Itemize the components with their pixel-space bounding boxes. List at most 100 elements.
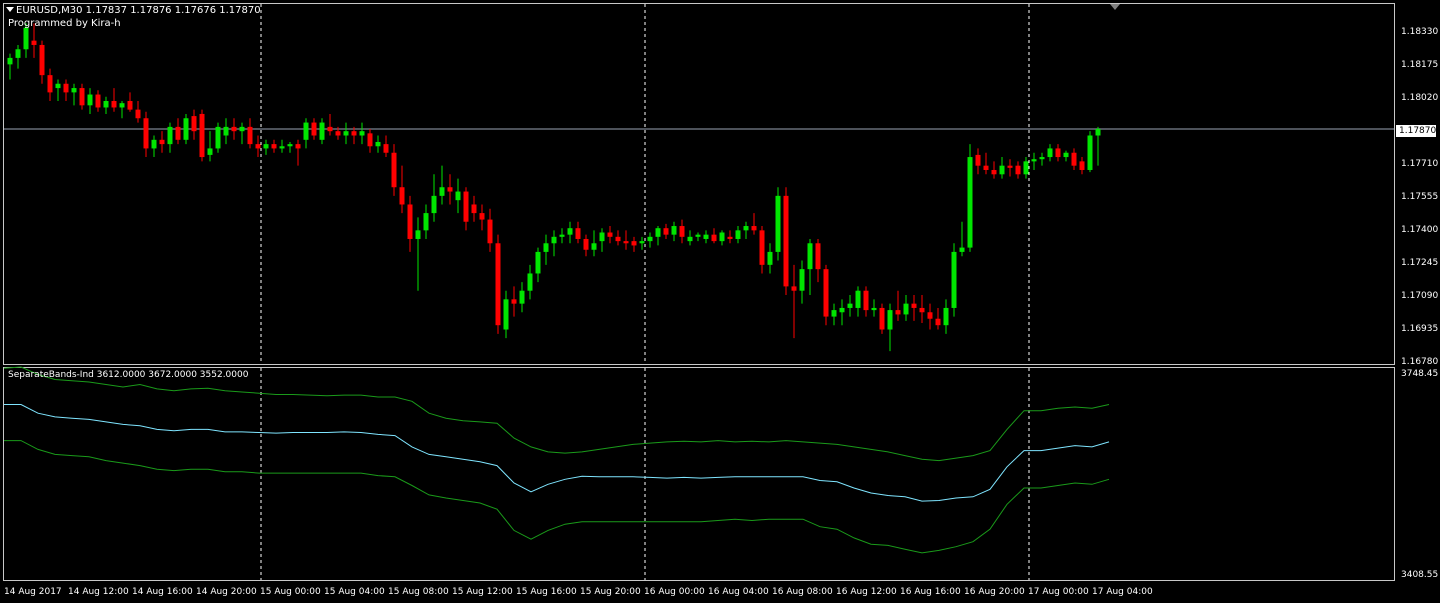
- time-label: 14 Aug 2017: [4, 587, 62, 597]
- bull-candle: [303, 122, 309, 140]
- bull-candle: [799, 269, 805, 291]
- bull-candle: [415, 230, 421, 239]
- bear-candle: [631, 241, 637, 246]
- time-label: 14 Aug 16:00: [132, 587, 193, 597]
- bear-candle: [1055, 148, 1061, 158]
- time-label: 16 Aug 04:00: [708, 587, 769, 597]
- indicator-min-label: 3408.55: [1401, 570, 1439, 580]
- bull-candle: [639, 241, 645, 244]
- time-label: 17 Aug 00:00: [1028, 587, 1089, 597]
- bear-candle: [791, 286, 797, 291]
- bull-candle: [1087, 135, 1093, 170]
- time-label: 16 Aug 20:00: [964, 587, 1025, 597]
- bear-candle: [1007, 165, 1013, 168]
- price-label: 1.18020: [1401, 93, 1439, 103]
- bull-candle: [151, 139, 157, 149]
- bull-candle: [1095, 129, 1101, 136]
- bull-candle: [55, 83, 61, 89]
- time-label: 16 Aug 16:00: [900, 587, 961, 597]
- bull-candle: [319, 122, 325, 140]
- bear-candle: [399, 187, 405, 205]
- bull-candle: [343, 131, 349, 136]
- time-label: 16 Aug 08:00: [772, 587, 833, 597]
- time-label: 15 Aug 20:00: [580, 587, 641, 597]
- bull-candle: [951, 251, 957, 308]
- bull-candle: [15, 49, 21, 58]
- bear-candle: [39, 44, 45, 76]
- bear-candle: [751, 226, 757, 231]
- bear-candle: [863, 290, 869, 311]
- bear-candle: [383, 144, 389, 153]
- bear-candle: [511, 299, 517, 304]
- bull-candle: [735, 230, 741, 239]
- bull-candle: [559, 234, 565, 237]
- price-label: 1.17245: [1401, 258, 1439, 268]
- bull-candle: [535, 251, 541, 274]
- bear-candle: [391, 152, 397, 188]
- bull-candle: [455, 191, 461, 201]
- bear-candle: [759, 230, 765, 265]
- bear-candle: [679, 226, 685, 237]
- time-label: 15 Aug 04:00: [324, 587, 385, 597]
- bear-candle: [711, 234, 717, 242]
- credit-text: Programmed by Kira-h: [8, 18, 121, 29]
- time-label: 16 Aug 00:00: [644, 587, 705, 597]
- bull-candle: [519, 290, 525, 304]
- bear-candle: [407, 204, 413, 239]
- bear-candle: [479, 213, 485, 220]
- bear-candle: [199, 113, 205, 158]
- time-label: 15 Aug 16:00: [516, 587, 577, 597]
- bear-candle: [191, 116, 197, 132]
- bull-candle: [695, 234, 701, 237]
- bull-candle: [591, 243, 597, 250]
- price-label: 1.17090: [1401, 291, 1439, 301]
- time-label: 15 Aug 12:00: [452, 587, 513, 597]
- bear-candle: [783, 195, 789, 287]
- bear-candle: [367, 133, 373, 147]
- chart-shift-marker-icon[interactable]: [1110, 4, 1120, 10]
- bear-candle: [663, 228, 669, 235]
- bear-candle: [919, 307, 925, 313]
- bull-candle: [1031, 159, 1037, 162]
- bear-candle: [335, 131, 341, 136]
- bear-candle: [95, 94, 101, 108]
- bull-candle: [87, 94, 93, 106]
- bull-candle: [671, 226, 677, 235]
- bear-candle: [311, 122, 317, 136]
- lower-band-line: [4, 440, 1110, 554]
- chart-menu-arrow-icon[interactable]: [6, 7, 14, 12]
- price-label: 1.16935: [1401, 324, 1439, 334]
- bull-candle: [871, 307, 877, 311]
- price-label: 1.17555: [1401, 192, 1439, 202]
- price-chart-pane[interactable]: [3, 3, 1395, 365]
- price-label: 1.16780: [1401, 357, 1439, 367]
- bull-candle: [423, 213, 429, 231]
- bear-candle: [935, 318, 941, 326]
- bear-candle: [463, 191, 469, 222]
- bull-candle: [1047, 148, 1053, 158]
- bear-candle: [127, 101, 133, 110]
- bear-candle: [983, 165, 989, 170]
- bear-candle: [583, 238, 589, 250]
- bear-candle: [247, 126, 253, 145]
- bear-candle: [111, 101, 117, 108]
- bull-candle: [551, 236, 557, 244]
- bear-candle: [911, 303, 917, 308]
- bear-candle: [143, 118, 149, 149]
- indicator-pane[interactable]: [3, 367, 1395, 581]
- bull-candle: [703, 234, 709, 239]
- price-label: 1.18175: [1401, 60, 1439, 70]
- bull-candle: [775, 195, 781, 252]
- bull-candle: [503, 299, 509, 330]
- bull-candle: [543, 243, 549, 252]
- time-label: 17 Aug 04:00: [1092, 587, 1153, 597]
- bull-candle: [263, 144, 269, 149]
- bull-candle: [855, 290, 861, 308]
- bull-candle: [999, 165, 1005, 175]
- indicator-max-label: 3748.45: [1401, 369, 1439, 379]
- bull-candle: [103, 101, 109, 108]
- current-price-label: 1.17870: [1396, 125, 1436, 137]
- bear-candle: [727, 236, 733, 239]
- bull-candle: [831, 310, 837, 317]
